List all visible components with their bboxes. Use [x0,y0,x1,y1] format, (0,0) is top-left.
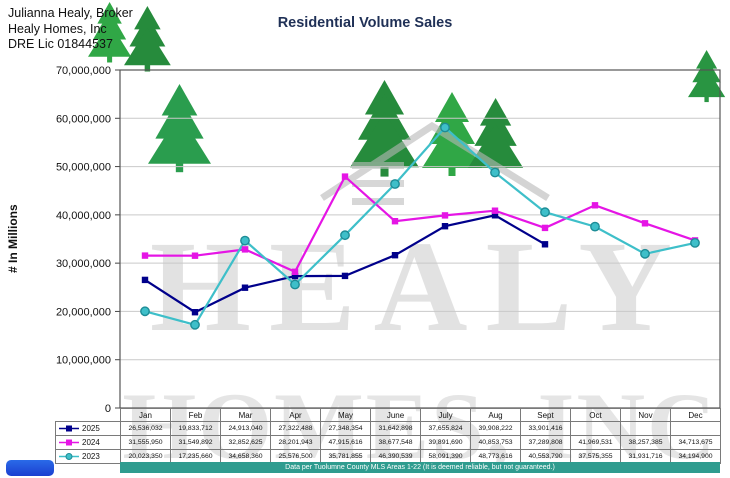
value-cell: 31,549,892 [170,435,221,450]
legend-line-icon [59,425,79,432]
month-header: May [320,408,371,422]
legend-2023: 2023 [55,449,121,464]
y-axis-label: # In Millions [6,204,20,274]
month-header: June [370,408,421,422]
table-row-2024: 2024 31,555,950 31,549,892 32,852,625 28,201… [55,435,721,450]
month-header: July [420,408,471,422]
value-cell: 38,257,385 [620,435,671,450]
table-row-2023: 2023 20,023,350 17,235,660 34,658,360 25,576… [55,449,721,464]
svg-text:20,000,000: 20,000,000 [56,306,111,318]
value-cell: 39,891,690 [420,435,471,450]
svg-text:10,000,000: 10,000,000 [56,355,111,367]
value-cell: 37,655,824 [420,421,471,436]
series-year-label: 2024 [82,438,100,447]
month-header: Feb [170,408,221,422]
series-year-label: 2025 [82,424,100,433]
month-header: Jan [120,408,171,422]
value-cell: 32,852,625 [220,435,271,450]
table-row-2025: 2025 26,536,032 19,833,712 24,913,040 27,322… [55,421,721,436]
month-header: Dec [670,408,721,422]
table-header-row: Jan Feb Mar Apr May June July Aug Sept Oct Nov Dec [56,408,721,422]
legend-line-icon [59,453,79,460]
month-header: Aug [470,408,521,422]
value-cell: 27,322,488 [270,421,321,436]
month-header: Oct [570,408,621,422]
svg-text:60,000,000: 60,000,000 [56,113,111,125]
month-header: Apr [270,408,321,422]
value-cell: 31,642,898 [370,421,421,436]
watermark-healy-text: HEALY [150,215,690,359]
legend-2024: 2024 [55,435,121,450]
value-cell: 47,915,616 [320,435,371,450]
value-cell: 41,969,531 [570,435,621,450]
svg-text:40,000,000: 40,000,000 [56,210,111,222]
logo-fragment [6,460,54,476]
value-cell [570,421,621,436]
value-cell: 34,713,675 [670,435,721,450]
license-number: DRE Lic 01844537 [8,37,113,51]
legend-2025: 2025 [55,421,121,436]
value-cell: 31,555,950 [120,435,171,450]
month-header: Nov [620,408,671,422]
value-cell: 33,901,416 [520,421,571,436]
value-cell: 27,348,354 [320,421,371,436]
value-cell: 39,908,222 [470,421,521,436]
chart-title: Residential Volume Sales [277,15,453,31]
plot-layer: 0 10,000,000 20,000,000 30,000,000 40,000,00… [56,65,721,415]
value-cell: 38,677,548 [370,435,421,450]
data-table: Jan Feb Mar Apr May June July Aug Sept Oct Nov Dec 2… [55,408,721,464]
value-cell: 28,201,943 [270,435,321,450]
value-cell: 26,536,032 [120,421,171,436]
svg-text:0: 0 [105,403,111,415]
broker-header: Julianna Healy, Broker Healy Homes, Inc … [8,6,133,53]
broker-name: Julianna Healy, Broker [8,6,133,20]
svg-text:30,000,000: 30,000,000 [56,258,111,270]
value-cell: 37,289,808 [520,435,571,450]
month-header: Mar [220,408,271,422]
series-year-label: 2023 [82,452,100,461]
value-cell: 24,913,040 [220,421,271,436]
table-corner [56,409,121,422]
value-cell: 19,833,712 [170,421,221,436]
month-header: Sept [520,408,571,422]
footnote-bar: Data per Tuolumne County MLS Areas 1-22 … [120,462,720,473]
legend-line-icon [59,439,79,446]
svg-text:70,000,000: 70,000,000 [56,65,111,77]
value-cell [670,421,721,436]
company-name: Healy Homes, Inc [8,21,107,36]
value-cell [620,421,671,436]
value-cell: 40,853,753 [470,435,521,450]
svg-text:50,000,000: 50,000,000 [56,162,111,174]
